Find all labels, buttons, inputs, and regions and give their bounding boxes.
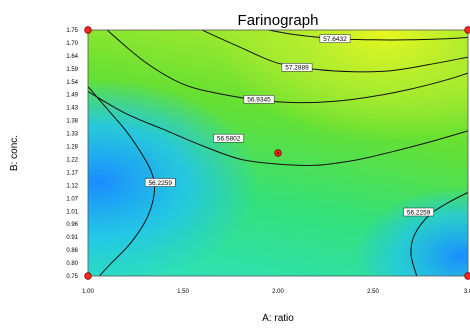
- contour-line-2: [106, 30, 468, 104]
- contour-label-4: 56.2259: [144, 178, 176, 187]
- y-tick-label: 1.17: [66, 170, 78, 176]
- contour-label-3: 56.5802: [213, 133, 244, 143]
- y-tick-label: 1.01: [66, 209, 78, 215]
- contour-label-box: [243, 95, 275, 104]
- y-axis-title: B: conc.: [9, 135, 20, 171]
- x-axis-title: A: ratio: [262, 313, 294, 324]
- y-tick-label: 0.75: [66, 274, 78, 280]
- plot-frame: [87, 29, 469, 277]
- y-tick-label: 1.43: [66, 106, 78, 112]
- y-tick-label: 0.91: [66, 235, 78, 241]
- design-point-1: [464, 26, 470, 34]
- design-point-marker: [84, 272, 92, 280]
- design-point-4: [274, 149, 282, 157]
- x-tick-label: 1.50: [177, 289, 189, 295]
- x-tick-label: 2.00: [272, 289, 284, 295]
- contour-label-1: 57.2889: [281, 63, 313, 72]
- design-point-marker: [84, 26, 92, 34]
- y-tick-label: 0.80: [66, 261, 78, 267]
- contour-line-0: [268, 30, 468, 41]
- y-tick-label: 1.22: [66, 158, 78, 164]
- contour-label-box: [319, 34, 351, 43]
- y-tick-label: 1.38: [66, 119, 78, 125]
- x-tick-label: 2.50: [367, 289, 379, 295]
- contour-line-3: [88, 91, 468, 167]
- y-tick-label: 1.07: [66, 196, 78, 202]
- y-tick-label: 1.33: [66, 132, 78, 138]
- contour-label-2: 56.9345: [243, 95, 275, 104]
- design-point-2: [84, 272, 92, 280]
- x-tick-labels: 1.00 1.50 2.00 2.50 3.0: [82, 289, 470, 295]
- design-point-center: [276, 151, 280, 155]
- design-point-marker: [464, 272, 470, 280]
- design-point-0: [84, 26, 92, 34]
- contour-label-text: 57.6432: [323, 36, 347, 43]
- contour-label-box: [403, 207, 434, 217]
- y-tick-label: 0.96: [66, 222, 78, 228]
- chart-title: Farinograph: [238, 12, 319, 29]
- y-tick-label: 1.28: [66, 145, 78, 151]
- y-tick-label: 1.49: [66, 93, 78, 99]
- y-tick-label: 1.59: [66, 67, 78, 73]
- y-tick-label: 1.54: [66, 80, 78, 86]
- contour-label-0: 57.6432: [319, 34, 351, 43]
- contour-label-text: 56.2259: [148, 180, 172, 187]
- y-tick-label: 0.86: [66, 248, 78, 254]
- contour-label-text: 57.2889: [285, 65, 309, 72]
- contour-label-text: 56.9345: [247, 97, 271, 104]
- contour-label-text: 56.2259: [407, 209, 431, 216]
- contour-line-1: [201, 30, 468, 73]
- y-tick-label: 1.70: [66, 41, 78, 47]
- y-tick-label: 1.12: [66, 183, 78, 189]
- contour-line-5: [410, 191, 468, 276]
- design-point-layer: [84, 26, 470, 280]
- contour-label-box: [213, 133, 244, 143]
- contour-label-box: [281, 63, 313, 72]
- design-point-3: [464, 272, 470, 280]
- y-tick-label: 1.75: [66, 28, 78, 34]
- design-point-marker: [464, 26, 470, 34]
- y-tick-labels: 1.75 1.70 1.64 1.59 1.54 1.49 1.43 1.38 1.33 1.28…: [66, 28, 78, 280]
- contour-label-layer: 57.6432 57.2889 56.9345 56.5802 56.2259 56.22…: [144, 34, 434, 217]
- y-tick-label: 1.64: [66, 54, 78, 60]
- x-tick-label: 1.00: [82, 289, 94, 295]
- contour-label-text: 56.5802: [217, 136, 241, 143]
- x-tick-label: 3.0: [464, 289, 470, 295]
- contour-label-box: [144, 178, 176, 187]
- contour-label-5: 56.2259: [403, 207, 434, 217]
